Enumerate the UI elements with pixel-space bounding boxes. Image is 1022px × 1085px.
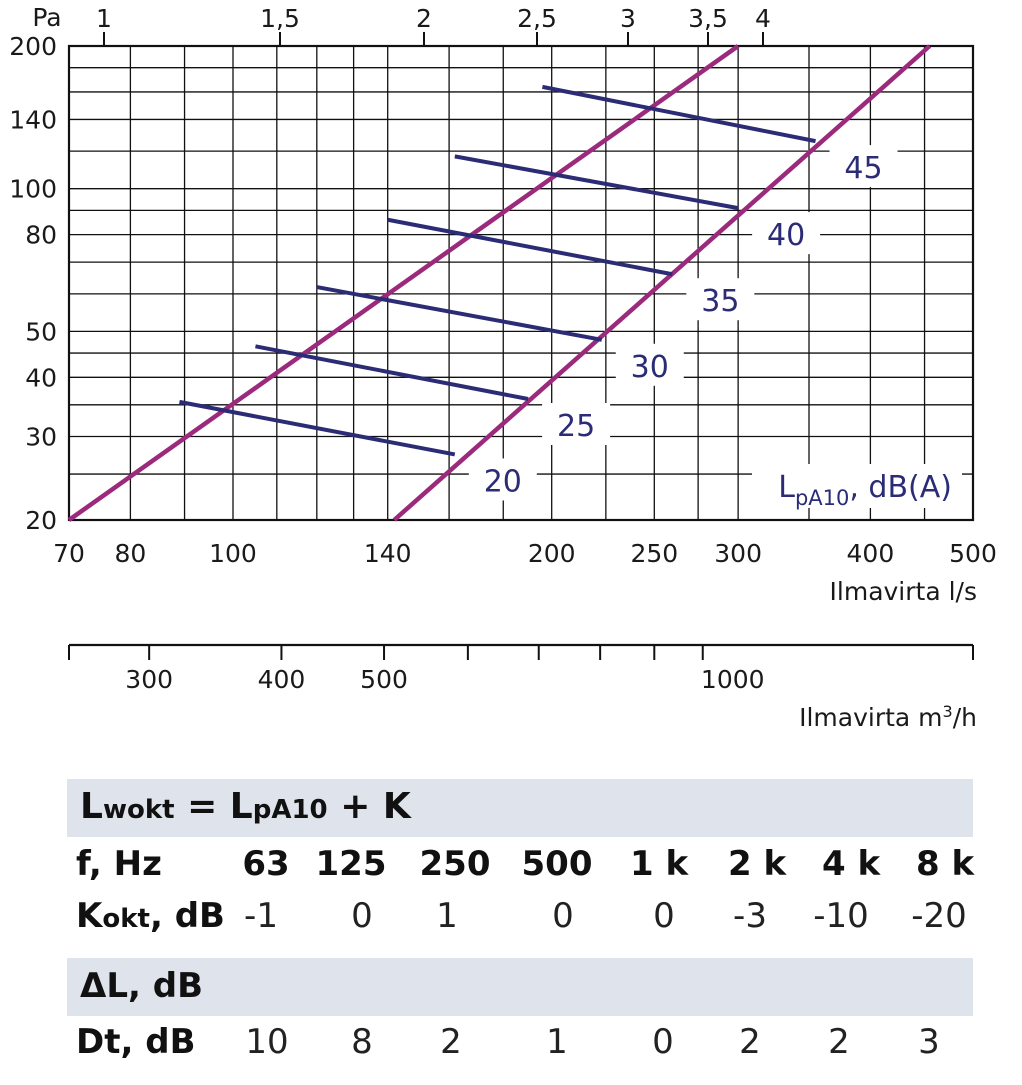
db-series-line	[454, 154, 739, 211]
db-label-bg	[468, 458, 537, 501]
frequency-row-head: f, Hz	[76, 844, 162, 884]
plot-frame	[67, 44, 975, 522]
top-tick-label: 1,5	[260, 4, 300, 33]
top-tick-label: 3	[620, 4, 636, 33]
x-tick-label: 70	[53, 539, 85, 568]
top-tick-label: 2,5	[517, 4, 557, 33]
k-cell: -3	[733, 896, 767, 936]
db-label-bg	[686, 278, 755, 321]
k-cell: 0	[351, 896, 373, 936]
db-series-label: 30	[631, 350, 669, 385]
top-tick-label: 2	[416, 4, 432, 33]
top-tick-label: 4	[755, 4, 771, 33]
k-cell: 0	[653, 896, 675, 936]
k-cell: -1	[244, 896, 278, 936]
k-row-head: Kokt, dB	[76, 896, 225, 936]
freq-cell: 500	[521, 844, 593, 884]
top-tick-label: 1	[96, 4, 112, 33]
secondary-axis-title: Ilmavirta m3/h	[799, 702, 977, 732]
dt-row: Dt, dB 10 8 2 1 0 2 2 3	[67, 1022, 973, 1078]
db-label-bg	[542, 403, 611, 446]
formula: Lwokt = LpA10 + K	[80, 786, 411, 827]
secondary-tick-label: 500	[360, 665, 408, 694]
db-series-line	[179, 399, 456, 457]
x-tick-label: 500	[949, 539, 997, 568]
dt-row-head: Dt, dB	[76, 1022, 196, 1062]
dt-cell: 10	[245, 1022, 289, 1062]
freq-cell: 4 k	[821, 844, 881, 884]
freq-cell: 1 k	[629, 844, 689, 884]
y-axis-title: Pa	[32, 3, 61, 32]
delta-l-title: ΔL, dB	[80, 966, 203, 1006]
dt-cell: 2	[739, 1022, 761, 1062]
y-tick-label: 100	[9, 175, 57, 204]
k-cell: 0	[552, 896, 574, 936]
secondary-tick-label: 400	[258, 665, 306, 694]
db-label-bg	[615, 343, 684, 386]
x-tick-label: 140	[364, 539, 412, 568]
series-unit-label: LpA10, dB(A)	[778, 470, 952, 510]
k-cell: 1	[436, 896, 458, 936]
y-tick-label: 30	[25, 423, 57, 452]
y-tick-label: 140	[9, 105, 57, 134]
db-label-bg	[829, 145, 898, 188]
k-cell: -10	[813, 896, 869, 936]
freq-cell: 2 k	[727, 844, 787, 884]
x-tick-label: 250	[630, 539, 678, 568]
boundary-line	[67, 44, 740, 522]
unit-label-bg	[752, 464, 962, 508]
y-tick-label: 20	[25, 506, 57, 535]
boundary-line	[392, 44, 932, 522]
secondary-tick-label: 1000	[701, 665, 765, 694]
top-tick-label: 3,5	[688, 4, 728, 33]
k-cell: -20	[911, 896, 967, 936]
db-label-bg	[752, 212, 821, 255]
db-series-line	[387, 217, 673, 277]
x-tick-label: 100	[209, 539, 257, 568]
y-tick-label: 50	[25, 317, 57, 346]
freq-cell: 250	[419, 844, 491, 884]
freq-cell: 63	[242, 844, 290, 884]
formula-band	[67, 779, 973, 837]
dt-cell: 1	[546, 1022, 568, 1062]
x-tick-label: 300	[714, 539, 762, 568]
dt-cell: 2	[440, 1022, 462, 1062]
db-series-label: 20	[484, 464, 522, 499]
db-series-line	[542, 84, 816, 144]
db-series-line	[255, 344, 529, 401]
dt-cell: 2	[828, 1022, 850, 1062]
frequency-row: f, Hz 63 125 250 500 1 k 2 k 4 k 8 k	[67, 844, 975, 900]
db-series-label: 45	[844, 151, 882, 186]
y-tick-label: 40	[25, 363, 57, 392]
db-series-line	[316, 285, 603, 342]
delta-l-band	[67, 958, 973, 1016]
x-axis-title: Ilmavirta l/s	[830, 577, 977, 606]
freq-cell: 8 k	[915, 844, 975, 884]
chart-lines	[67, 44, 932, 522]
secondary-tick-label: 300	[125, 665, 173, 694]
dt-cell: 0	[652, 1022, 674, 1062]
db-series-label: 40	[767, 218, 805, 253]
y-tick-label: 200	[9, 32, 57, 61]
x-tick-label: 200	[528, 539, 576, 568]
y-tick-label: 80	[25, 221, 57, 250]
dt-cell: 8	[351, 1022, 373, 1062]
k-row: Kokt, dB -1 0 1 0 0 -3 -10 -20	[67, 896, 973, 952]
db-series-label: 25	[557, 409, 595, 444]
dt-cell: 3	[918, 1022, 940, 1062]
db-series-label: 35	[701, 284, 739, 319]
x-tick-label: 80	[114, 539, 146, 568]
freq-cell: 125	[315, 844, 387, 884]
x-tick-label: 400	[847, 539, 895, 568]
